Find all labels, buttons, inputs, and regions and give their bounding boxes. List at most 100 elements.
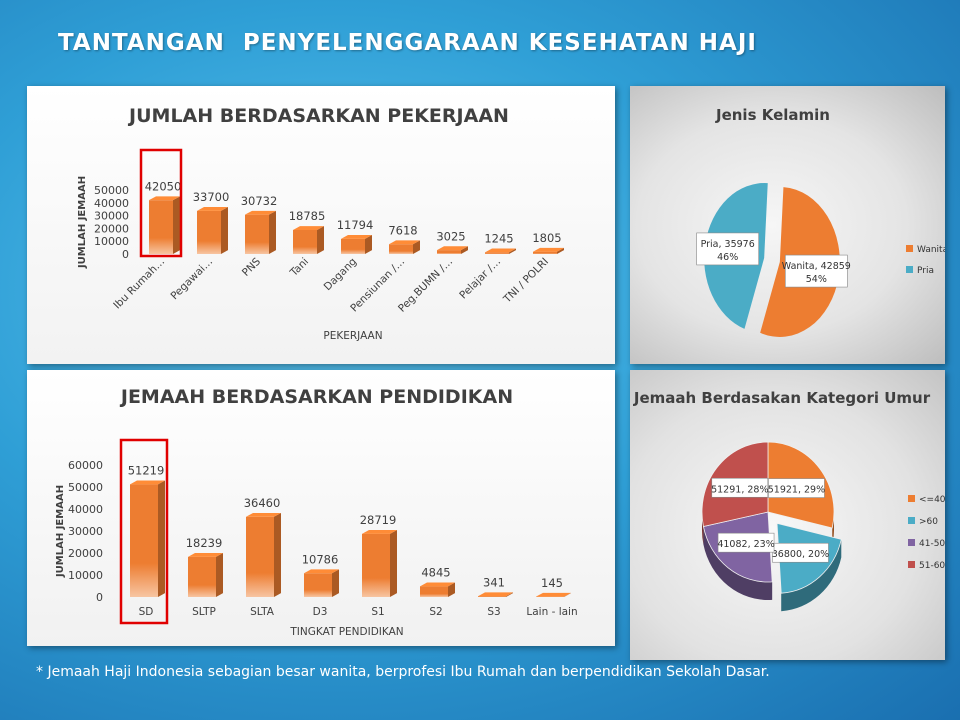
bar xyxy=(341,235,372,254)
legend-label: Pria xyxy=(917,266,934,276)
y-tick-label: 40000 xyxy=(94,197,129,210)
occupation-chart-panel: JUMLAH BERDASARKAN PEKERJAAN 0 10000 20000 3… xyxy=(27,86,615,364)
bar xyxy=(245,210,276,254)
legend-label: >60 xyxy=(919,517,938,527)
data-label: 341 xyxy=(483,575,505,589)
data-label: 3025 xyxy=(436,229,465,243)
legend-label: 51-60 xyxy=(919,561,945,571)
category-label: PNS xyxy=(240,255,263,278)
y-tick-label: 0 xyxy=(122,248,129,261)
data-label-box xyxy=(772,542,829,563)
legend-swatch xyxy=(908,539,915,546)
data-label: 11794 xyxy=(337,218,374,232)
data-label: 1805 xyxy=(532,231,561,245)
y-tick-label: 0 xyxy=(96,591,103,604)
bar xyxy=(246,512,281,597)
data-label: 4845 xyxy=(421,565,450,579)
data-label: 36800, 20% xyxy=(772,549,829,560)
y-tick-label: 10000 xyxy=(68,569,103,582)
data-label: 51921, 29% xyxy=(768,485,825,496)
chart-title: JUMLAH BERDASARKAN PEKERJAAN xyxy=(127,105,509,127)
bar xyxy=(389,240,420,254)
chart-title: JEMAAH BERDASARKAN PENDIDIKAN xyxy=(119,386,513,408)
footnote: * Jemaah Haji Indonesia sebagian besar w… xyxy=(36,664,770,680)
category-label: Tani xyxy=(287,256,311,280)
age-pie-chart: Jemaah Berdasakan Kategori Umur 51921, 29… xyxy=(633,389,945,612)
category-label: S2 xyxy=(429,606,442,618)
category-label: Ibu Rumah… xyxy=(111,256,167,312)
bar xyxy=(478,592,513,597)
slide-title: TANTANGAN PENYELENGGARAAN KESEHATAN HAJI xyxy=(58,30,757,56)
education-chart: JEMAAH BERDASARKAN PENDIDIKAN 0 10000 20000… xyxy=(55,386,578,638)
bar xyxy=(188,553,223,597)
data-label: 28719 xyxy=(360,513,397,527)
data-label: 30732 xyxy=(241,194,278,208)
category-label: SLTP xyxy=(192,606,216,618)
gender-pie-chart: Jenis Kelamin Wanita, 42859 54% Pria, 35976… xyxy=(696,106,945,337)
data-label: 51219 xyxy=(128,463,165,477)
category-label: SLTA xyxy=(250,606,275,618)
chart-title: Jemaah Berdasakan Kategori Umur xyxy=(633,389,931,407)
y-axis-title: JUMLAH JEMAAH xyxy=(77,176,88,269)
data-label: 18239 xyxy=(186,536,223,550)
y-tick-label: 20000 xyxy=(68,547,103,560)
bar xyxy=(536,592,571,597)
chart-title: Jenis Kelamin xyxy=(715,106,830,124)
bar xyxy=(420,582,455,597)
data-label: 54% xyxy=(806,274,827,285)
bar xyxy=(437,246,468,254)
category-label: TNI / POLRI xyxy=(501,256,552,307)
data-label: 7618 xyxy=(388,223,417,237)
bar xyxy=(362,529,397,597)
bar xyxy=(304,569,339,597)
data-label: 18785 xyxy=(289,209,326,223)
y-tick-label: 30000 xyxy=(94,210,129,223)
data-label: 46% xyxy=(717,252,738,263)
age-chart-panel: Jemaah Berdasakan Kategori Umur 51921, 29… xyxy=(630,370,945,660)
y-tick-label: 20000 xyxy=(94,222,129,235)
legend-swatch xyxy=(906,266,913,273)
x-axis-title: TINGKAT PENDIDIKAN xyxy=(289,626,403,638)
y-tick-label: 50000 xyxy=(68,481,103,494)
legend-swatch xyxy=(906,245,913,252)
data-label-box xyxy=(768,478,825,498)
y-axis-title: JUMLAH JEMAAH xyxy=(55,485,66,578)
bar xyxy=(485,248,516,254)
category-label: Pegawai… xyxy=(168,256,215,303)
legend-swatch xyxy=(908,495,915,502)
category-label: SD xyxy=(139,606,154,618)
occupation-chart: JUMLAH BERDASARKAN PEKERJAAN010000200003… xyxy=(77,105,564,342)
education-chart-panel: JEMAAH BERDASARKAN PENDIDIKAN 0 10000 20000… xyxy=(27,370,615,646)
data-label: 1245 xyxy=(484,232,513,246)
gender-chart-panel: Jenis Kelamin Wanita, 42859 54% Pria, 35976… xyxy=(630,86,945,364)
legend-label: Wanita xyxy=(917,245,945,255)
legend-swatch xyxy=(908,561,915,568)
y-tick-label: 10000 xyxy=(94,235,129,248)
data-label-box xyxy=(785,254,848,288)
category-label: D3 xyxy=(313,606,328,618)
data-label: Pria, 35976 xyxy=(701,239,755,250)
legend-label: <=40 xyxy=(919,495,945,505)
data-label: 10786 xyxy=(302,552,339,566)
category-label: S1 xyxy=(371,606,384,618)
y-tick-label: 50000 xyxy=(94,184,129,197)
bar xyxy=(197,207,228,254)
category-label: Pelajar /… xyxy=(457,256,503,302)
bar xyxy=(533,247,564,254)
category-label: Dagang xyxy=(322,256,359,293)
x-axis-title: PEKERJAAN xyxy=(323,330,382,342)
data-label: 51291, 28% xyxy=(711,484,768,495)
y-tick-label: 30000 xyxy=(68,525,103,538)
category-label: S3 xyxy=(487,606,500,618)
data-label: 145 xyxy=(541,576,563,590)
data-label: Wanita, 42859 xyxy=(782,261,851,272)
highlight-box xyxy=(119,438,169,625)
legend-label: 41-50 xyxy=(919,539,945,549)
bar xyxy=(130,480,165,597)
data-label-box xyxy=(717,532,775,553)
y-tick-label: 60000 xyxy=(68,459,103,472)
pie-slice-side xyxy=(781,539,842,612)
y-tick-label: 40000 xyxy=(68,503,103,516)
data-label: 33700 xyxy=(193,190,230,204)
data-label-box xyxy=(696,232,759,266)
